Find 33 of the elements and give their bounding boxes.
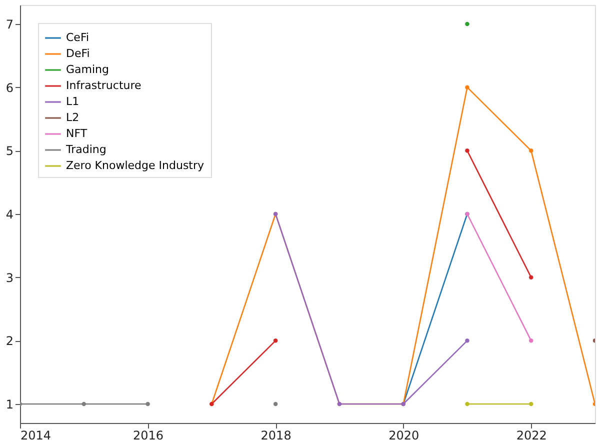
legend-label: L1: [66, 95, 80, 108]
legend-label: Zero Knowledge Industry: [66, 159, 205, 172]
point: [528, 402, 534, 406]
legend-label: L2: [66, 111, 80, 124]
point: [528, 275, 534, 280]
y-tick-label: 5: [6, 144, 14, 158]
legend-label: Gaming: [66, 63, 109, 76]
point: [528, 148, 534, 153]
point: [465, 402, 470, 406]
x-tick-label: 2014: [20, 428, 52, 442]
y-tick-label: 3: [6, 270, 14, 285]
legend-label: CeFi: [66, 31, 90, 44]
point: [273, 402, 278, 406]
x-tick-label: 2022: [516, 428, 547, 442]
x-tick-label: 2016: [133, 428, 164, 442]
point: [465, 85, 470, 90]
x-tick-label: 2018: [260, 428, 292, 442]
legend-label: NFT: [66, 127, 88, 140]
y-tick-label: 1: [6, 398, 14, 412]
point: [82, 402, 86, 406]
point: [528, 338, 534, 343]
point: [146, 402, 150, 406]
y-tick-label: 7: [6, 18, 14, 32]
y-tick-label: 4: [6, 208, 14, 222]
legend-label: Infrastructure: [66, 79, 142, 92]
y-tick-label: 2: [6, 334, 14, 348]
legend-label: Trading: [65, 143, 106, 156]
x-tick-label: 2020: [388, 428, 420, 442]
point: [465, 148, 470, 153]
point: [273, 338, 278, 343]
y-tick-label: 6: [6, 80, 14, 95]
legend-label: DeFi: [66, 47, 90, 60]
point: [465, 338, 470, 343]
